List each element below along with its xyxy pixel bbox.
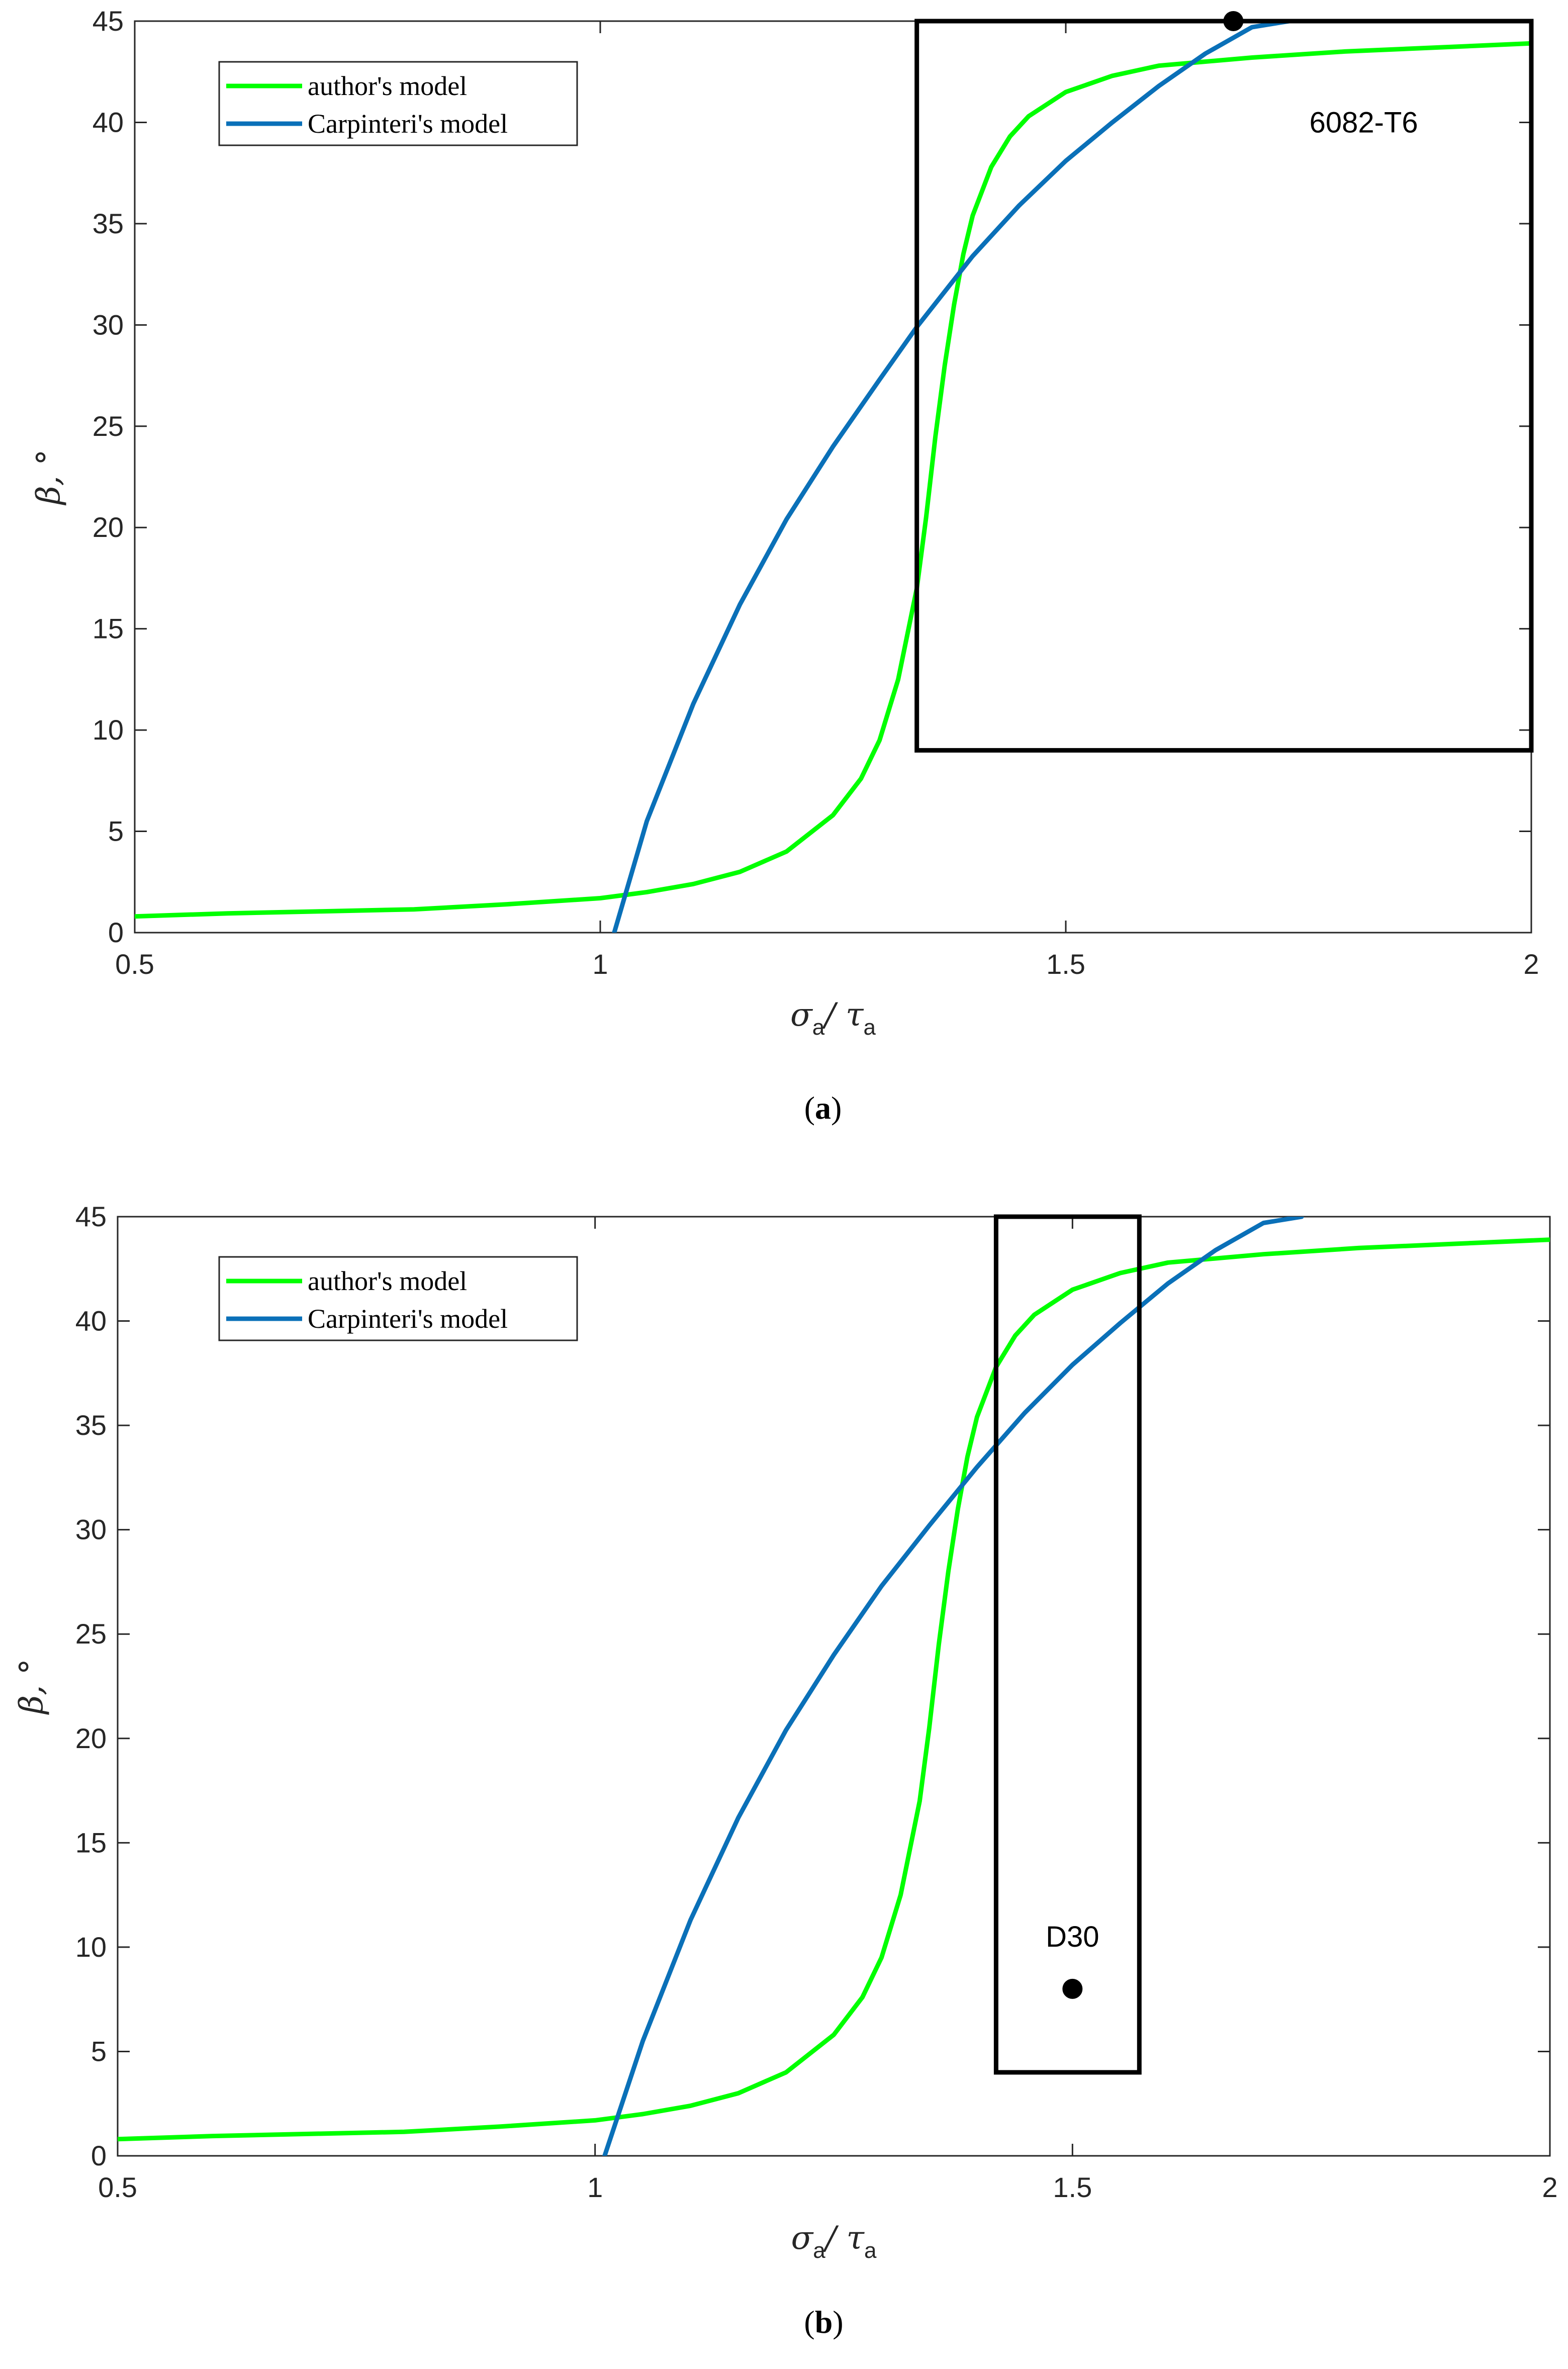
y-tick-label: 10 [75, 1931, 107, 1963]
plot-area-frame [134, 20, 1532, 934]
x-tick-label: 0.5 [98, 2171, 137, 2203]
x-axis-title: σa/ τa [790, 996, 876, 1040]
y-tick-label: 25 [93, 410, 124, 442]
point-annotation-label: 6082-T6 [1310, 106, 1418, 139]
legend-label-authors-model: author's model [308, 1266, 467, 1296]
x-tick-label: 2 [1542, 2171, 1557, 2203]
y-tick-label: 30 [75, 1514, 107, 1545]
plot-area-frame [117, 1216, 1551, 2157]
legend-box [218, 61, 578, 146]
series-line-authors-model [118, 1237, 1550, 2142]
y-tick-label: 25 [75, 1618, 107, 1650]
legend-label-carpinteris-model: Carpinteri's model [308, 109, 508, 139]
legend-label-carpinteris-model: Carpinteri's model [308, 1304, 508, 1334]
panel-caption: (a) [804, 1090, 842, 1126]
y-axis-title: β, ° [13, 1659, 50, 1715]
y-tick-label: 15 [75, 1827, 107, 1858]
y-tick-label: 5 [91, 2035, 107, 2067]
panel-caption: (b) [804, 2304, 843, 2340]
y-tick-label: 10 [93, 714, 124, 746]
chart-panel-a: 0 5 10 15 20 25 30 35 40 45 0.5 1 1.5 2 σa/ τa β, ° 6082… [30, 5, 1539, 1126]
region-box [914, 19, 1534, 753]
x-axis-title: σa/ τa [791, 2220, 877, 2263]
x-tick-label: 1 [587, 2171, 603, 2203]
y-tick-label: 5 [108, 815, 124, 847]
y-tick-label: 15 [93, 613, 124, 645]
series-line-carpinteris-model [602, 1217, 1304, 2156]
y-tick-label: 35 [75, 1409, 107, 1441]
data-point-marker [1223, 11, 1244, 31]
chart-panel-b: 0 5 10 15 20 25 30 35 40 45 0.5 1 1.5 2 σa/ τa β, ° D30 a… [13, 1201, 1558, 2340]
series-line-carpinteris-model [612, 21, 1292, 933]
point-annotation-label: D30 [1046, 1921, 1099, 1953]
y-tick-label: 0 [108, 917, 124, 948]
data-point-marker [1062, 1978, 1083, 1999]
y-tick-label: 20 [93, 511, 124, 543]
y-tick-label: 20 [75, 1722, 107, 1754]
y-tick-label: 40 [75, 1305, 107, 1337]
x-tick-label: 1.5 [1053, 2171, 1092, 2203]
legend-label-authors-model: author's model [308, 71, 467, 101]
y-tick-label: 45 [93, 5, 124, 37]
y-tick-label: 40 [93, 106, 124, 138]
y-axis-title: β, ° [30, 449, 67, 506]
y-tick-label: 45 [75, 1201, 107, 1232]
y-tick-label: 35 [93, 208, 124, 239]
x-tick-label: 1 [592, 948, 608, 980]
x-tick-label: 0.5 [115, 948, 154, 980]
x-tick-label: 2 [1523, 948, 1539, 980]
region-box [993, 1214, 1142, 2075]
y-tick-label: 30 [93, 309, 124, 340]
x-tick-label: 1.5 [1046, 948, 1085, 980]
legend-box [218, 1256, 578, 1341]
series-line-authors-model [135, 41, 1531, 919]
y-tick-label: 0 [91, 2140, 107, 2171]
